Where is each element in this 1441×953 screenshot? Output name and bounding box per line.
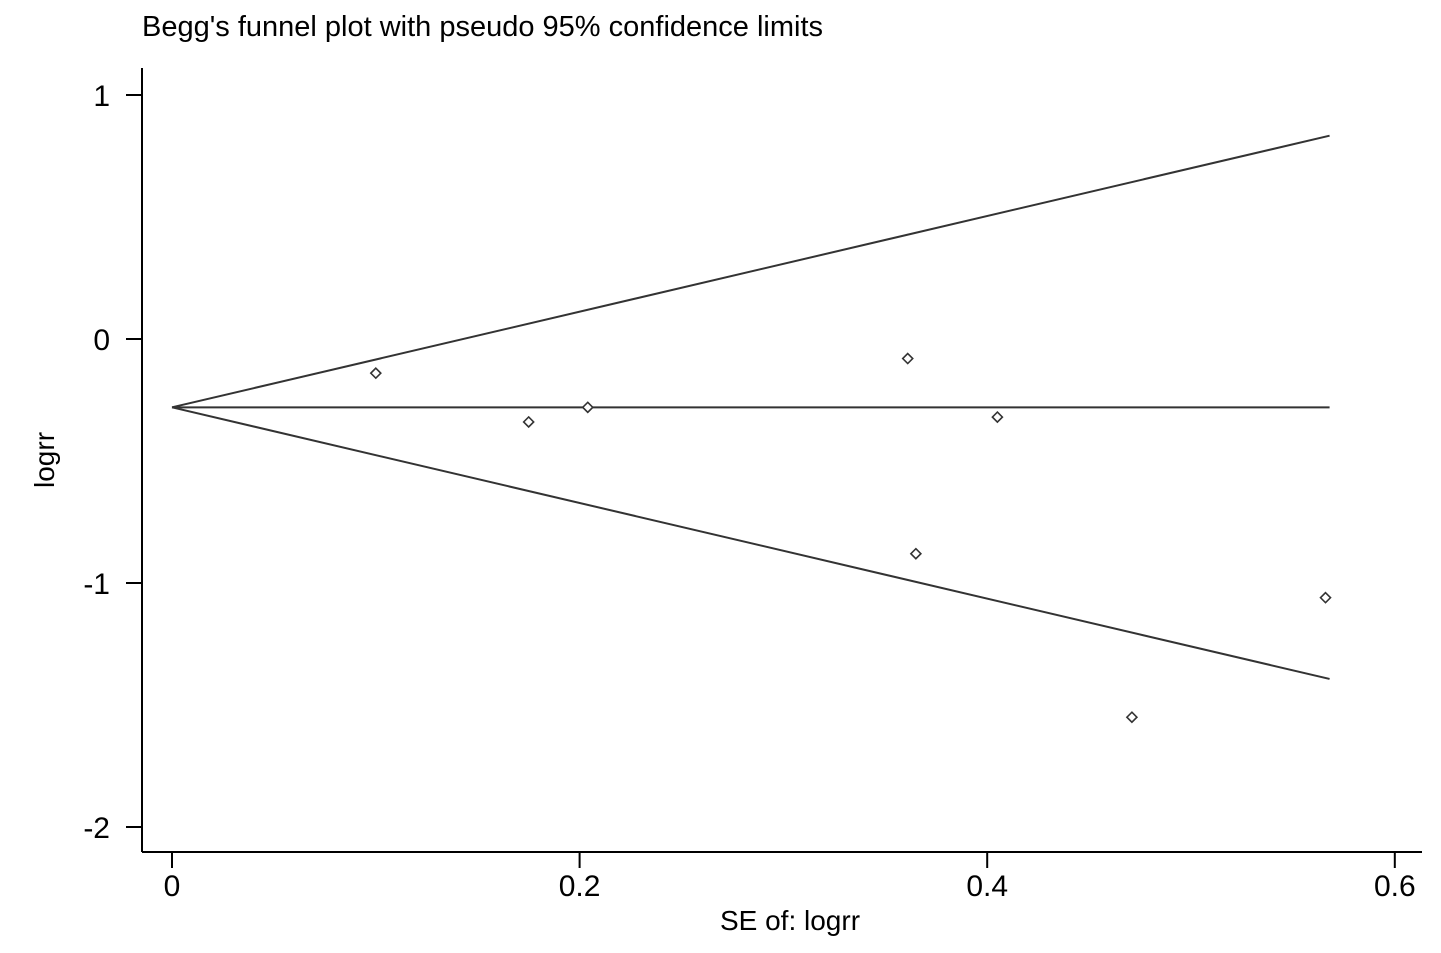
data-point [1319,591,1332,604]
x-tick-label: 0 [164,870,181,903]
y-axis-ticks: 1 0 -1 -2 [83,80,142,845]
confidence-limit-lines [171,134,1330,680]
chart-title: Begg's funnel plot with pseudo 95% confi… [142,11,823,43]
lower-confidence-limit-line [171,406,1330,680]
y-tick-label: -1 [83,568,110,601]
y-tick-label: 1 [93,80,110,113]
upper-confidence-limit-line [171,134,1330,409]
x-tick-label: 0.4 [966,870,1008,903]
axes [141,68,1422,853]
y-axis-label: logrr [29,432,60,488]
data-point [909,547,923,560]
data-point [581,401,594,414]
data-point [522,415,535,429]
x-axis-ticks: 0 0.2 0.4 0.6 [164,852,1416,903]
x-tick-label: 0.2 [559,870,601,903]
x-axis-label: SE of: logrr [720,905,860,936]
data-point [1125,711,1139,724]
data-points [369,352,1332,724]
y-tick-label: 0 [93,324,110,357]
data-point [369,367,382,380]
data-point [901,352,914,365]
x-tick-label: 0.6 [1374,870,1416,903]
y-tick-label: -2 [83,812,110,845]
data-point [991,410,1004,424]
